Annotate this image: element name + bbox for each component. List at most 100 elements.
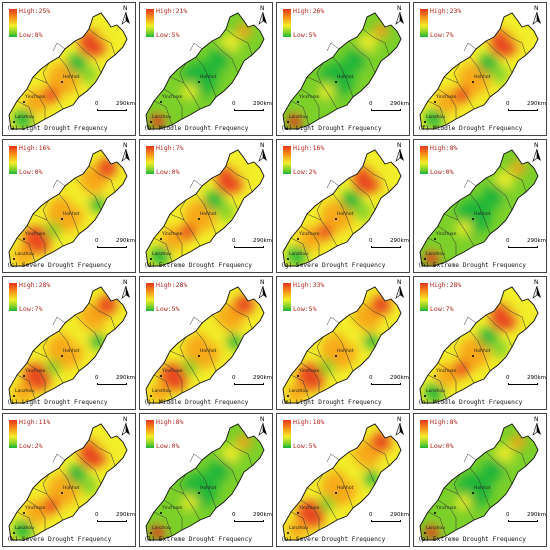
province-boundary — [26, 499, 46, 530]
city-marker — [424, 395, 426, 397]
legend-high-label: High:7% — [156, 144, 184, 152]
scale-line — [234, 383, 264, 385]
frequency-hotspot — [345, 47, 369, 71]
scale-bar: 0 290km — [232, 512, 272, 524]
scale-zero-label: 0 — [506, 238, 510, 244]
frequency-hotspot — [510, 160, 526, 176]
scale-bar: 0 290km — [232, 375, 272, 387]
scale-distance-label: 290km — [526, 512, 546, 518]
frequency-hotspot — [97, 21, 117, 41]
scale-line — [371, 109, 401, 111]
scale-distance-label: 290km — [389, 238, 409, 244]
city-marker — [198, 218, 200, 220]
scale-zero-label: 0 — [232, 375, 236, 381]
drought-frequency-map — [282, 286, 402, 404]
scale-bar: 0 290km — [369, 375, 409, 387]
frequency-hotspot — [491, 66, 509, 84]
legend: High:18% Low:5% — [283, 418, 333, 456]
scale-bar: 0 290km — [369, 101, 409, 113]
province-boundary — [437, 499, 457, 530]
frequency-hotspot — [363, 333, 379, 349]
legend: High:26% Low:5% — [283, 7, 333, 45]
province-boundary — [362, 28, 390, 56]
frequency-hotspot — [80, 66, 98, 84]
north-label: N — [123, 416, 128, 423]
province-boundary — [443, 76, 475, 110]
province-boundary — [463, 179, 477, 189]
province-boundary — [16, 237, 36, 263]
city-label: Lanzhou — [15, 115, 34, 120]
panel-caption: (g) Severe Drought Frequency — [281, 262, 386, 269]
north-arrow-icon: N — [258, 5, 268, 25]
province-boundary — [195, 56, 217, 98]
province-boundary — [326, 42, 340, 52]
frequency-hotspot — [67, 53, 87, 73]
city-marker — [297, 512, 299, 514]
legend-low-label: Low:7% — [430, 31, 454, 39]
city-label: Yinchuan — [299, 232, 320, 237]
city-label: Hohhot — [337, 212, 354, 217]
scale-zero-label: 0 — [369, 375, 373, 381]
city-marker — [434, 238, 436, 240]
north-label: N — [534, 142, 539, 149]
map-panel: High:28% Low:5% N 0 290km Hohhot Yinchuan… — [139, 276, 273, 410]
province-boundary — [153, 237, 173, 263]
scale-bar: 0 290km — [232, 238, 272, 250]
province-boundary — [189, 316, 203, 326]
province-boundary — [211, 451, 239, 485]
panel-caption: (k) Severe Drought Frequency — [7, 536, 112, 543]
scale-distance-label: 290km — [526, 101, 546, 107]
drought-frequency-map — [282, 12, 402, 130]
map-panel: High:28% Low:7% N 0 290km Hohhot Yinchuan… — [2, 276, 136, 410]
province-boundary — [225, 28, 253, 56]
legend-color-ramp — [283, 420, 291, 448]
province-boundary — [169, 213, 201, 247]
map-panel: High:25% Low:8% N 0 290km Hohhot Yinchuan… — [2, 2, 136, 136]
drought-frequency-map — [419, 423, 539, 541]
scale-distance-label: 290km — [389, 512, 409, 518]
city-label: Lanzhou — [15, 252, 34, 257]
province-boundary — [26, 362, 46, 393]
city-label: Yinchuan — [162, 232, 183, 237]
province-boundary — [26, 225, 46, 256]
drought-frequency-map — [145, 286, 265, 404]
scale-bar: 0 290km — [95, 375, 135, 387]
province-boundary — [485, 177, 513, 211]
city-label: Hohhot — [200, 486, 217, 491]
north-arrow-icon: N — [121, 279, 131, 299]
frequency-hotspot — [13, 520, 33, 540]
province-boundary — [189, 179, 203, 189]
frequency-hotspot — [69, 188, 89, 208]
province-boundary — [16, 374, 36, 400]
map-panel: High:28% Low:7% N 0 290km Hohhot Yinchuan… — [413, 276, 547, 410]
legend: High:28% Low:5% — [146, 281, 196, 319]
drought-frequency-map — [145, 149, 265, 267]
map-panel: High:7% Low:0% N 0 290km Hohhot Yinchuan L… — [139, 139, 273, 273]
north-arrow-icon: N — [121, 5, 131, 25]
city-label: Lanzhou — [15, 526, 34, 531]
region-outline — [145, 12, 265, 130]
legend-low-label: Low:0% — [156, 168, 180, 176]
legend-high-label: High:8% — [430, 418, 458, 426]
city-label: Hohhot — [337, 349, 354, 354]
city-marker — [160, 375, 162, 377]
province-boundary — [32, 487, 64, 521]
city-marker — [23, 238, 25, 240]
province-boundary — [88, 28, 116, 56]
province-boundary — [189, 42, 203, 52]
province-boundary — [499, 165, 527, 193]
city-label: Lanzhou — [289, 526, 308, 531]
north-arrow-icon: N — [258, 416, 268, 436]
frequency-hotspot — [226, 333, 242, 349]
city-marker — [198, 492, 200, 494]
frequency-hotspot — [373, 23, 389, 39]
province-boundary — [26, 88, 46, 119]
legend: High:23% Low:7% — [420, 7, 470, 45]
province-boundary — [16, 511, 36, 537]
region-outline — [8, 12, 128, 130]
north-label: N — [123, 142, 128, 149]
map-panel: High:33% Low:5% N 0 290km Hohhot Yinchuan… — [276, 276, 410, 410]
province-boundary — [195, 330, 217, 372]
scale-line — [371, 246, 401, 248]
drought-frequency-map — [145, 423, 265, 541]
